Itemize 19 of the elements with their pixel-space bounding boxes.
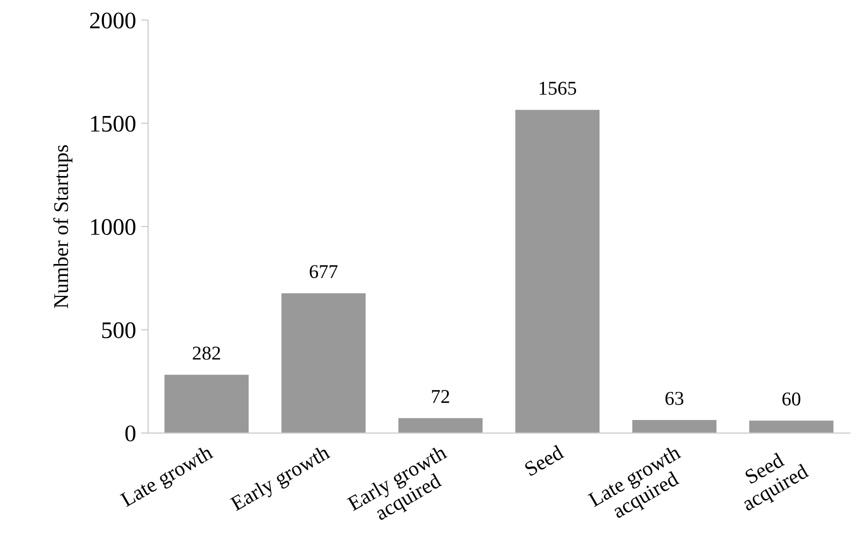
data-label: 282 — [192, 346, 220, 360]
bar — [281, 293, 366, 434]
data-label: 677 — [310, 265, 338, 278]
y-tick-label: 1000 — [91, 219, 136, 235]
y-tick-label: 1500 — [91, 116, 136, 132]
bar — [632, 420, 716, 434]
bar — [749, 420, 834, 434]
data-label: 1565 — [540, 82, 576, 95]
y-tick-label: 500 — [102, 322, 136, 338]
bar — [515, 110, 600, 434]
data-label: 60 — [782, 392, 800, 406]
data-label: 63 — [665, 392, 684, 405]
data-label: 72 — [432, 390, 450, 403]
y-tick-label: 0 — [125, 426, 136, 442]
bar — [398, 418, 483, 434]
y-tick-label: 2000 — [90, 12, 136, 29]
x-tick-label: Seed — [524, 444, 565, 476]
y-axis-title: Number of Startups — [53, 145, 72, 308]
bar — [164, 374, 249, 434]
